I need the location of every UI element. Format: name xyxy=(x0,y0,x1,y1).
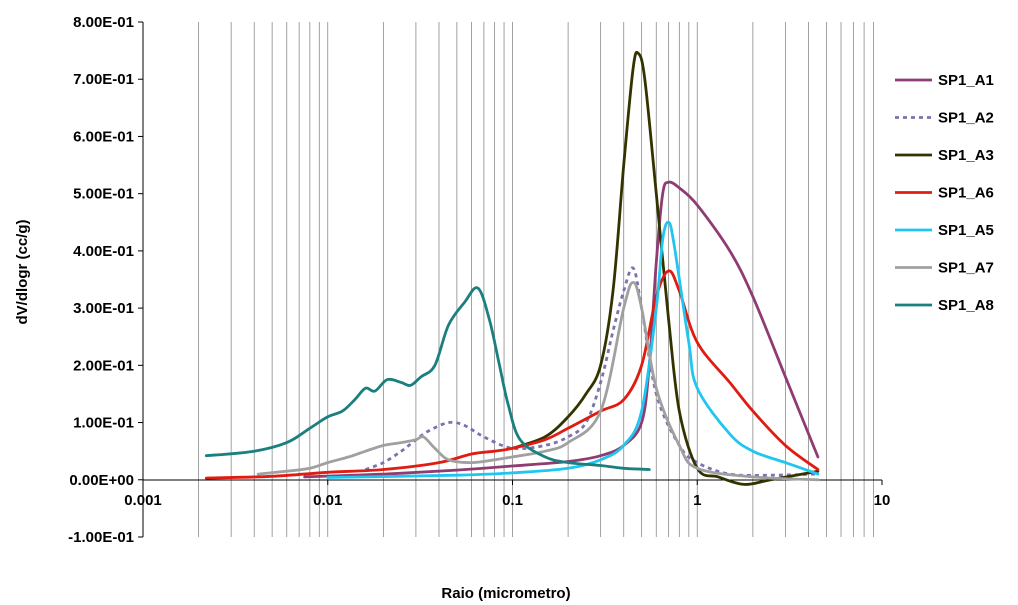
y-axis-title: dV/dlogr (cc/g) xyxy=(14,219,31,324)
y-tick-label: 7.00E-01 xyxy=(73,71,134,88)
y-tick-label: 6.00E-01 xyxy=(73,128,134,145)
x-tick-label: 0.1 xyxy=(502,492,523,509)
x-tick-label: 1 xyxy=(693,492,701,509)
x-axis-ticks: 0.001 0.01 0.1 1 10 xyxy=(124,480,890,509)
series-line-sp1-a2 xyxy=(364,266,818,477)
legend: SP1_A1 SP1_A2 SP1_A3 SP1_A6 SP1_A5 SP1_A7 SP1_… xyxy=(895,72,994,314)
x-tick-label: 0.001 xyxy=(124,492,162,509)
y-tick-label: 5.00E-01 xyxy=(73,186,134,203)
y-tick-label: 1.00E-01 xyxy=(73,415,134,432)
y-tick-label: 8.00E-01 xyxy=(73,14,134,31)
y-tick-label: 0.00E+00 xyxy=(69,472,134,489)
series-line-sp1-a7 xyxy=(256,281,820,482)
legend-label: SP1_A7 xyxy=(938,260,994,277)
legend-label: SP1_A3 xyxy=(938,147,994,164)
legend-label: SP1_A8 xyxy=(938,297,994,314)
series-line-sp1-a1 xyxy=(303,180,820,479)
y-tick-label: 4.00E-01 xyxy=(73,243,134,260)
x-tick-label: 0.01 xyxy=(313,492,342,509)
legend-label: SP1_A2 xyxy=(938,110,994,127)
legend-label: SP1_A1 xyxy=(938,72,994,89)
legend-label: SP1_A5 xyxy=(938,222,994,239)
x-axis-title: Raio (micrometro) xyxy=(441,585,570,602)
x-tick-label: 10 xyxy=(874,492,891,509)
y-tick-label: 3.00E-01 xyxy=(73,300,134,317)
y-tick-label: 2.00E-01 xyxy=(73,357,134,374)
series-line-sp1-a5 xyxy=(326,220,820,479)
series-line-sp1-a3 xyxy=(511,50,820,486)
series-line-sp1-a8 xyxy=(204,286,651,471)
legend-label: SP1_A6 xyxy=(938,185,994,202)
series-group xyxy=(204,50,820,486)
y-tick-label: -1.00E-01 xyxy=(68,529,134,546)
y-axis-ticks: -1.00E-01 0.00E+00 1.00E-01 2.00E-01 3.00E-0… xyxy=(68,14,143,546)
